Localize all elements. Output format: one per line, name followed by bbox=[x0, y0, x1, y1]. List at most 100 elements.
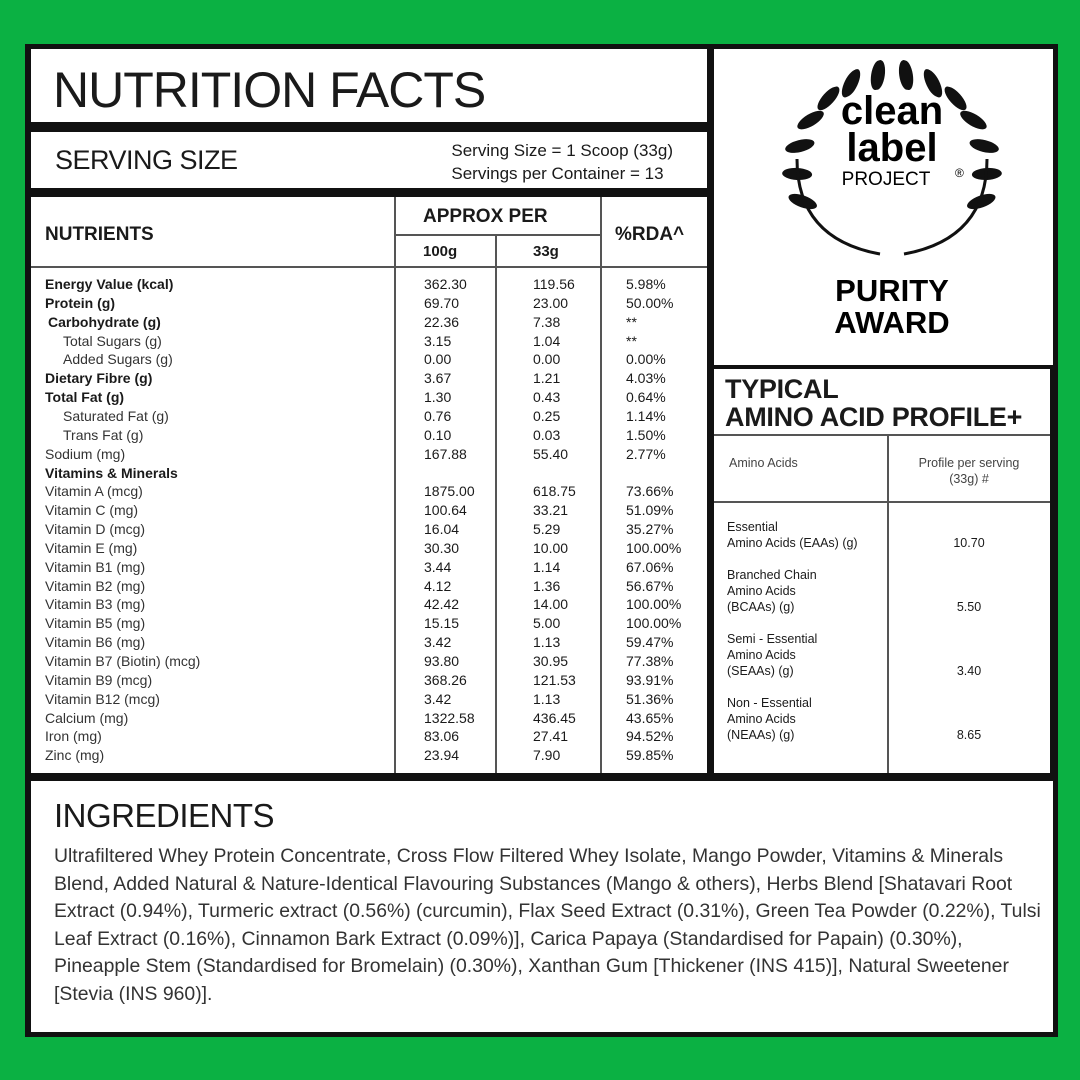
value-33g: 0.43 bbox=[533, 389, 561, 406]
amino-name-line: Amino Acids (EAAs) (g) bbox=[727, 536, 858, 550]
table-row: Iron (mg) 83.06 27.41 94.52% bbox=[31, 727, 707, 746]
title-panel: NUTRITION FACTS bbox=[31, 49, 707, 122]
value-100g: 15.15 bbox=[424, 615, 460, 632]
table-row: Sodium (mg) 167.88 55.40 2.77% bbox=[31, 445, 707, 464]
value-33g: 30.95 bbox=[533, 653, 569, 669]
value-rda: 50.00% bbox=[626, 294, 674, 311]
table-row: Carbohydrate (g) 22.36 7.38 ** bbox=[31, 313, 707, 332]
nutrient-name: Vitamin B6 (mg) bbox=[45, 634, 146, 651]
table-row: Trans Fat (g) 0.10 0.03 1.50% bbox=[31, 426, 707, 445]
amino-col-header: Amino Acids bbox=[729, 456, 798, 470]
value-100g: 4.12 bbox=[424, 577, 452, 594]
table-row: Total Sugars (g) 3.15 1.04 ** bbox=[31, 332, 707, 351]
value-rda: 51.09% bbox=[626, 502, 674, 519]
value-100g: 16.04 bbox=[424, 521, 460, 538]
value-100g: 0.00 bbox=[424, 351, 452, 368]
value-rda: 56.67% bbox=[626, 577, 674, 594]
amino-name-line: (NEAAs) (g) bbox=[727, 728, 795, 742]
ingredients-panel: INGREDIENTS Ultrafiltered Whey Protein C… bbox=[31, 781, 1053, 1032]
value-100g: 3.42 bbox=[424, 690, 452, 707]
nutrient-name: Vitamin B12 (mcg) bbox=[45, 690, 160, 707]
header-100g: 100g bbox=[423, 243, 458, 260]
value-33g: 1.21 bbox=[533, 370, 561, 387]
value-rda: 5.98% bbox=[626, 276, 666, 292]
value-100g: 30.30 bbox=[424, 539, 460, 556]
logo-text-project: PROJECT bbox=[842, 169, 931, 190]
amino-name-line: (BCAAs) (g) bbox=[727, 600, 795, 614]
value-33g: 7.38 bbox=[533, 313, 561, 330]
table-row: Zinc (mg) 23.94 7.90 59.85% bbox=[31, 746, 707, 765]
nutrient-name: Vitamins & Minerals bbox=[45, 464, 178, 481]
value-rda: 94.52% bbox=[626, 728, 674, 745]
nutrient-name: Vitamin B3 (mg) bbox=[45, 596, 146, 613]
amino-name-line: Amino Acids bbox=[727, 712, 796, 726]
table-row: Vitamin A (mcg) 1875.00 618.75 73.66% bbox=[31, 482, 707, 501]
value-rda: 100.00% bbox=[626, 615, 682, 632]
nutrient-name: Total Fat (g) bbox=[45, 389, 125, 406]
value-33g: 121.53 bbox=[533, 671, 576, 688]
nutrient-name: Energy Value (kcal) bbox=[45, 276, 174, 292]
value-33g: 27.41 bbox=[533, 728, 569, 745]
amino-name-line: Non - Essential bbox=[727, 696, 812, 710]
table-row: Protein (g) 69.70 23.00 50.00% bbox=[31, 294, 707, 313]
ingredients-heading: INGREDIENTS bbox=[54, 797, 275, 834]
value-rda: 59.47% bbox=[626, 634, 674, 651]
value-100g: 3.15 bbox=[424, 332, 452, 349]
table-row: Vitamin C (mg) 100.64 33.21 51.09% bbox=[31, 501, 707, 520]
table-row: Saturated Fat (g) 0.76 0.25 1.14% bbox=[31, 407, 707, 426]
logo-text-label: label bbox=[846, 126, 937, 170]
table-row: Energy Value (kcal) 362.30 119.56 5.98% bbox=[31, 275, 707, 294]
amino-acid-value: 8.65 bbox=[956, 728, 982, 742]
value-rda: 1.14% bbox=[626, 407, 666, 424]
amino-title-line2: AMINO ACID PROFILE+ bbox=[725, 402, 1023, 432]
value-rda: 1.50% bbox=[626, 426, 666, 443]
table-row: Vitamin B5 (mg) 15.15 5.00 100.00% bbox=[31, 614, 707, 633]
value-100g: 0.76 bbox=[424, 407, 452, 424]
amino-acid-name: Essential Amino Acids (EAAs) (g) bbox=[727, 519, 858, 551]
amino-name-line: Essential bbox=[727, 520, 778, 534]
value-100g: 1875.00 bbox=[424, 483, 475, 500]
value-33g: 14.00 bbox=[533, 596, 569, 613]
value-100g: 3.44 bbox=[424, 558, 452, 575]
table-row: Vitamin B7 (Biotin) (mcg) 93.80 30.95 77… bbox=[31, 652, 707, 671]
value-33g: 55.40 bbox=[533, 445, 569, 462]
ingredients-text: Ultrafiltered Whey Protein Concentrate, … bbox=[54, 845, 1041, 1005]
logo-text-clean: clean bbox=[841, 89, 943, 133]
value-100g: 167.88 bbox=[424, 445, 467, 462]
laurel-wreath-icon: clean label PROJECT ® PURITY AWARD bbox=[782, 60, 1002, 340]
table-row: Vitamin B1 (mg) 3.44 1.14 67.06% bbox=[31, 558, 707, 577]
nutrient-name: Added Sugars (g) bbox=[63, 351, 173, 368]
header-nutrients: NUTRIENTS bbox=[45, 224, 154, 245]
value-33g: 23.00 bbox=[533, 294, 569, 311]
nutrient-name: Trans Fat (g) bbox=[63, 426, 144, 443]
amino-name-line: Semi - Essential bbox=[727, 632, 818, 646]
nutrient-name: Sodium (mg) bbox=[45, 445, 126, 462]
amino-name-line: Branched Chain bbox=[727, 568, 817, 582]
value-rda: 93.91% bbox=[626, 671, 674, 688]
value-rda: 4.03% bbox=[626, 370, 666, 387]
profile-col-header: Profile per serving bbox=[918, 456, 1020, 470]
table-row: Total Fat (g) 1.30 0.43 0.64% bbox=[31, 388, 707, 407]
header-approx-per: APPROX PER bbox=[423, 206, 548, 227]
nutrient-name: Vitamin B7 (Biotin) (mcg) bbox=[45, 653, 201, 669]
nutrient-name: Vitamin B1 (mg) bbox=[45, 558, 146, 575]
value-33g: 1.13 bbox=[533, 690, 561, 707]
value-33g: 0.25 bbox=[533, 407, 561, 424]
value-100g: 0.10 bbox=[424, 426, 452, 443]
amino-acid-name: Branched Chain Amino Acids (BCAAs) (g) bbox=[727, 567, 817, 615]
value-33g: 1.13 bbox=[533, 634, 561, 651]
value-100g: 23.94 bbox=[424, 747, 460, 764]
value-rda: 0.64% bbox=[626, 389, 666, 406]
amino-acid-panel: TYPICAL AMINO ACID PROFILE+ Amino Acids P… bbox=[714, 369, 1050, 773]
value-rda: 67.06% bbox=[626, 558, 674, 575]
table-row: Vitamin D (mcg) 16.04 5.29 35.27% bbox=[31, 520, 707, 539]
value-100g: 3.67 bbox=[424, 370, 452, 387]
nutrient-name: Dietary Fibre (g) bbox=[45, 370, 153, 387]
serving-panel: SERVING SIZE Serving Size = 1 Scoop (33g… bbox=[31, 132, 707, 188]
table-row: Vitamins & Minerals bbox=[31, 464, 707, 483]
value-33g: 10.00 bbox=[533, 539, 569, 556]
value-100g: 1.30 bbox=[424, 389, 452, 406]
value-100g: 368.26 bbox=[424, 671, 467, 688]
nutrient-name: Vitamin B9 (mcg) bbox=[45, 671, 153, 688]
header-33g: 33g bbox=[533, 243, 559, 260]
